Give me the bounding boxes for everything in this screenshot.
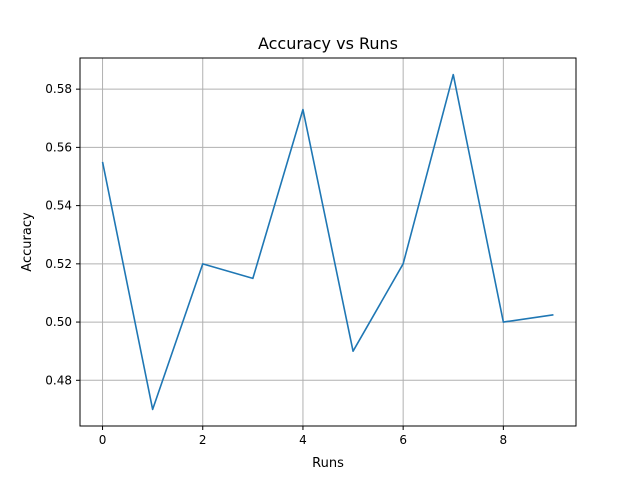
plot-area-frame — [79, 57, 577, 427]
y-tick-label: 0.54 — [45, 199, 72, 213]
y-tick-label: 0.48 — [45, 373, 72, 387]
y-axis-label: Accuracy — [20, 212, 35, 272]
x-tick-label: 2 — [199, 433, 207, 447]
x-tick-label: 6 — [399, 433, 407, 447]
chart-title: Accuracy vs Runs — [258, 34, 398, 53]
x-tick-label: 4 — [299, 433, 307, 447]
x-axis-label: Runs — [312, 456, 344, 471]
y-tick-label: 0.50 — [45, 315, 72, 329]
axis-ticks: 0 2 4 6 8 0.48 0.50 0.52 0.54 0.56 0.58 — [45, 82, 507, 447]
y-tick-label: 0.56 — [45, 140, 72, 154]
series-layer — [101, 73, 554, 411]
x-tick-label: 0 — [99, 433, 107, 447]
accuracy-line — [101, 73, 554, 411]
y-tick-label: 0.58 — [45, 82, 72, 96]
x-tick-label: 8 — [500, 433, 508, 447]
y-tick-label: 0.52 — [45, 257, 72, 271]
